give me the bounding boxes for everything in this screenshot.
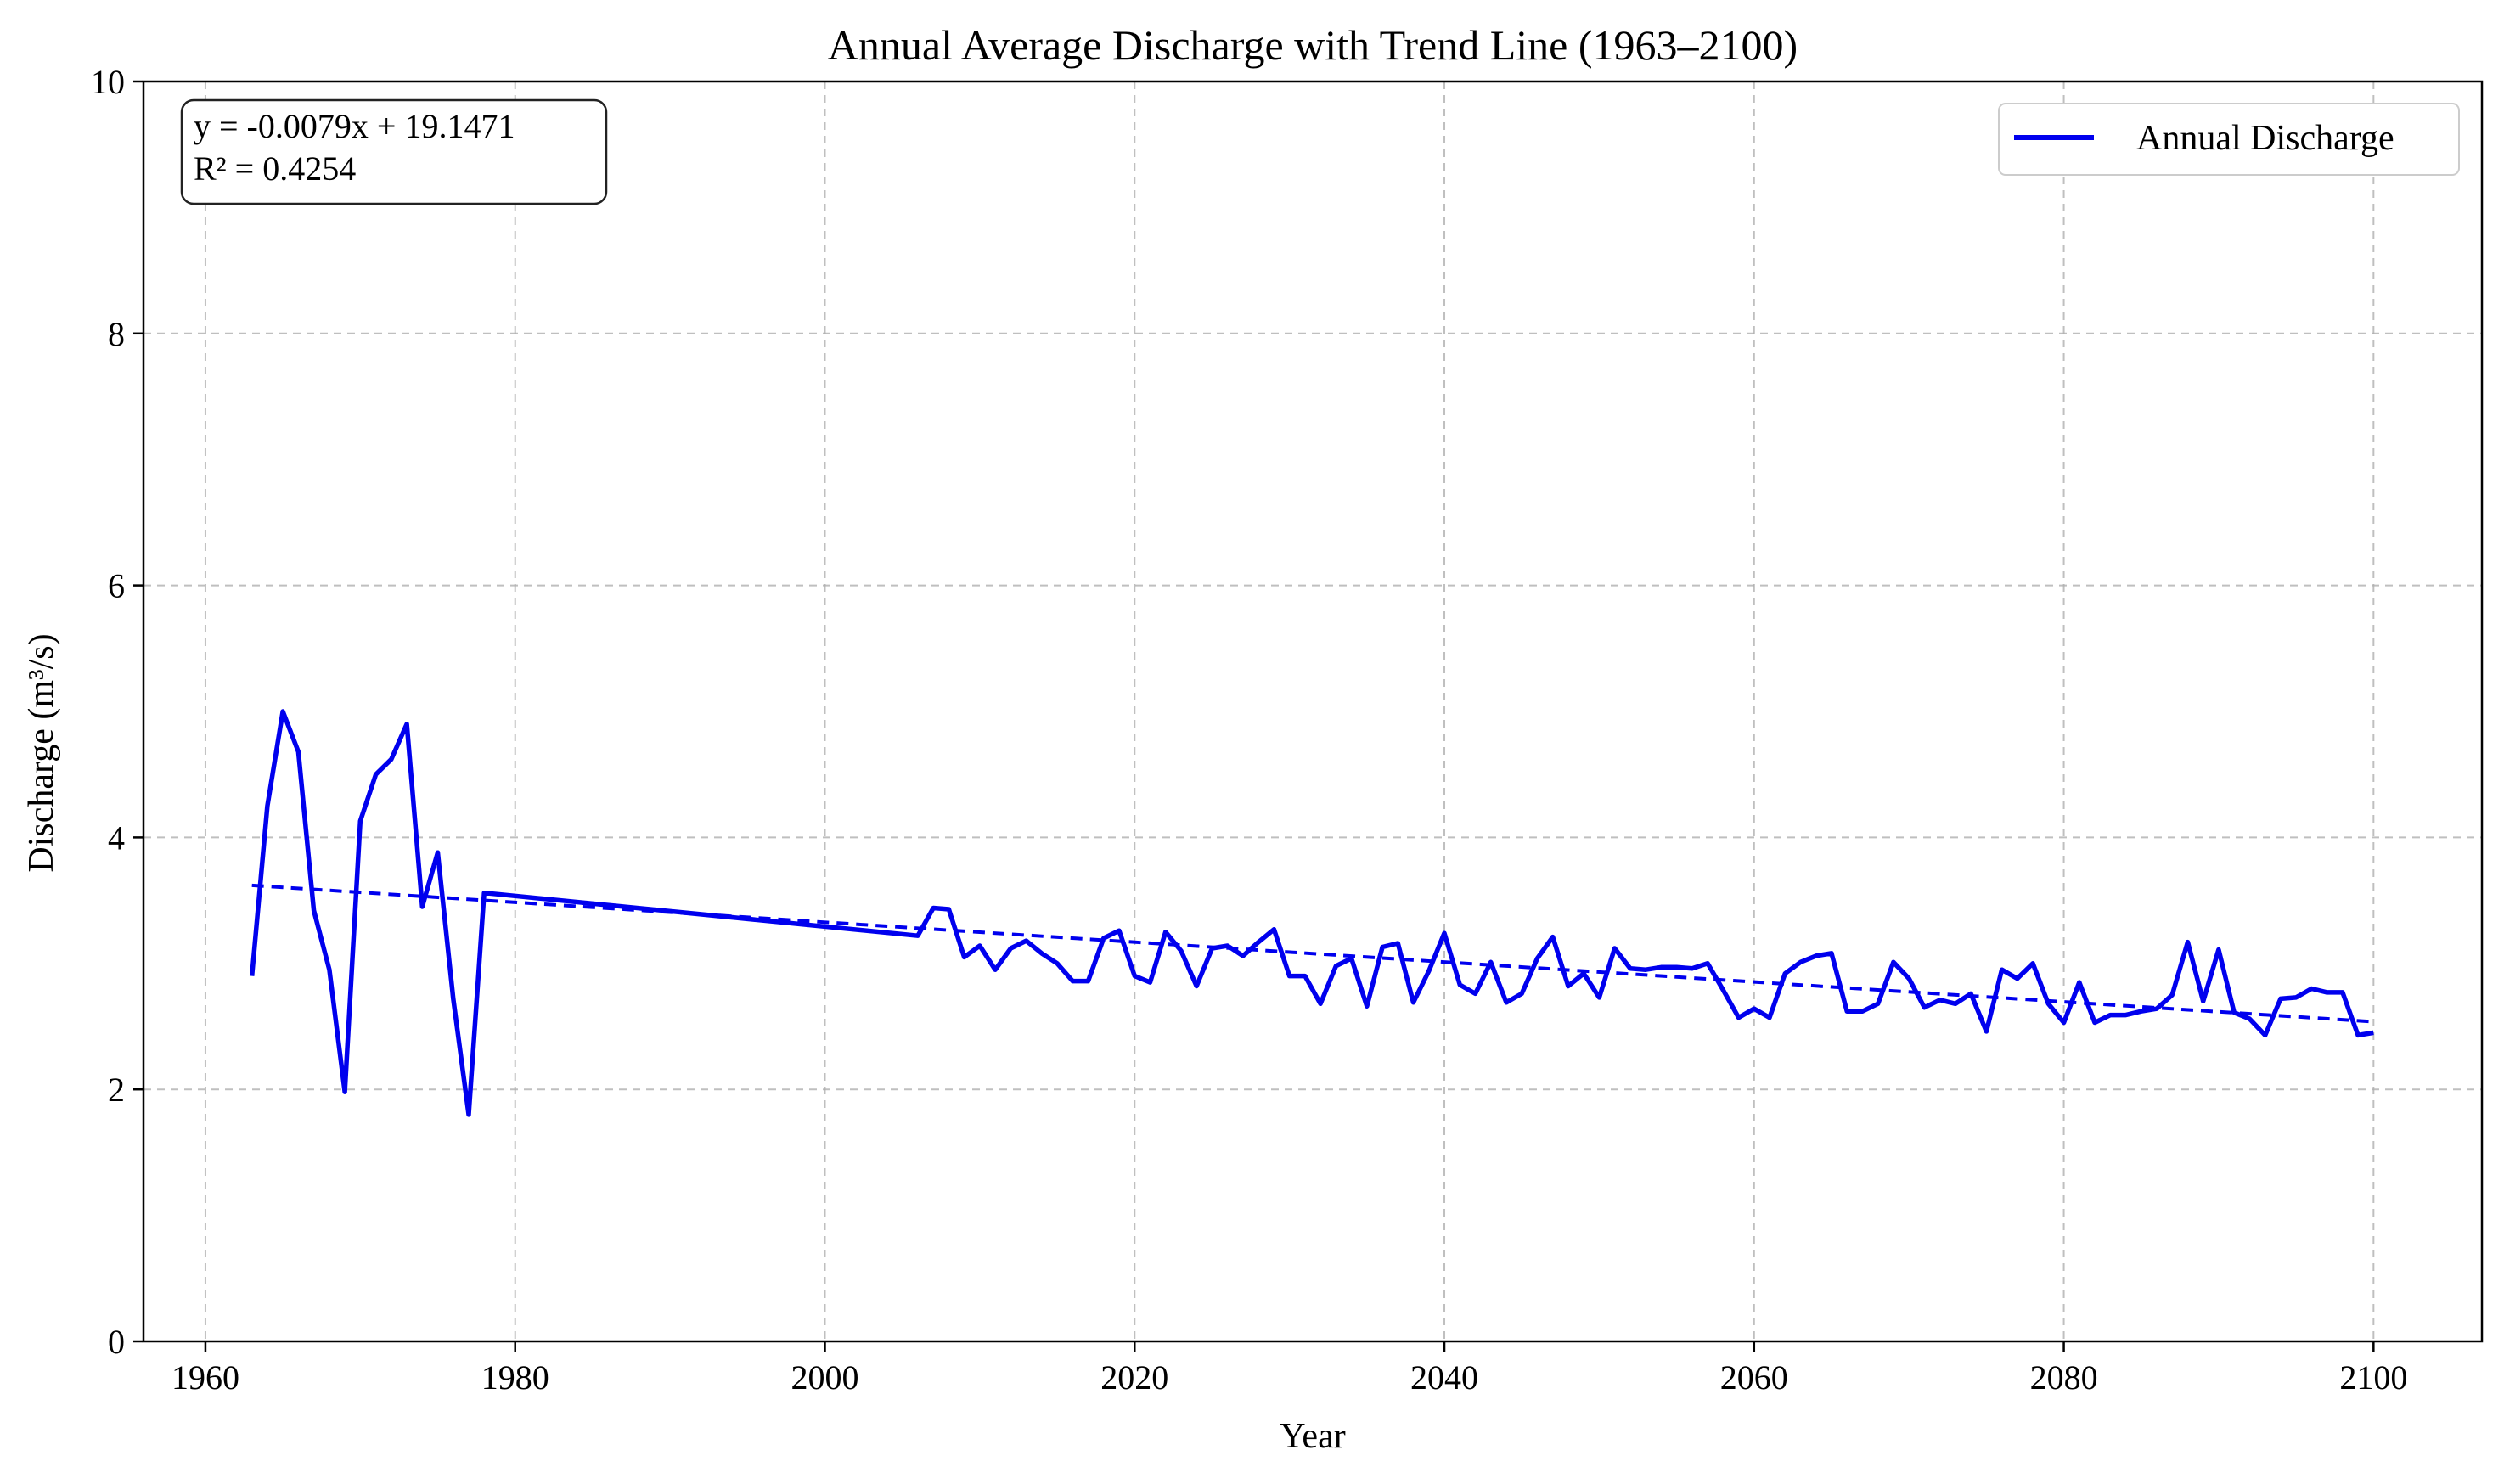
x-tick-label: 1980 <box>481 1358 549 1397</box>
trend-line <box>251 883 2374 1024</box>
x-tick-label: 2040 <box>1410 1358 1478 1397</box>
annotation-equation: y = -0.0079x + 19.1471 <box>194 107 515 145</box>
y-tick-label: 2 <box>108 1071 125 1109</box>
x-axis-label: Year <box>1280 1417 1345 1456</box>
x-tick-label: 2080 <box>2030 1358 2098 1397</box>
chart-title: Annual Average Discharge with Trend Line… <box>828 21 1798 69</box>
x-tick-label: 2060 <box>1720 1358 1788 1397</box>
y-axis-label: Discharge (m³/s) <box>22 633 61 872</box>
annotation-box <box>180 98 608 205</box>
annotation-r-squared: R² = 0.4254 <box>194 149 356 188</box>
y-tick-label: 8 <box>108 315 125 353</box>
legend-label-annual-discharge: Annual Discharge <box>2136 119 2394 158</box>
y-tick-label: 10 <box>91 63 125 101</box>
x-tick-label: 1960 <box>172 1358 239 1397</box>
x-tick-label: 2100 <box>2339 1358 2407 1397</box>
regression-annotation: y = -0.0079x + 19.1471 R² = 0.4254 <box>180 98 608 205</box>
tick-layer: 1960 1980 2000 2020 2040 2060 2080 2100 0 2 4 6 8 10 <box>91 63 2407 1397</box>
y-tick-label: 6 <box>108 567 125 605</box>
annual-discharge-line <box>249 709 2374 1117</box>
x-tick-label: 2000 <box>791 1358 858 1397</box>
x-tick-label: 2020 <box>1100 1358 1168 1397</box>
data-layer <box>249 709 2374 1117</box>
y-tick-label: 0 <box>108 1323 125 1361</box>
y-tick-label: 4 <box>108 818 125 857</box>
plot-frame <box>142 80 2484 1343</box>
legend: Annual Discharge <box>1998 103 2460 176</box>
legend-box <box>1998 103 2460 176</box>
